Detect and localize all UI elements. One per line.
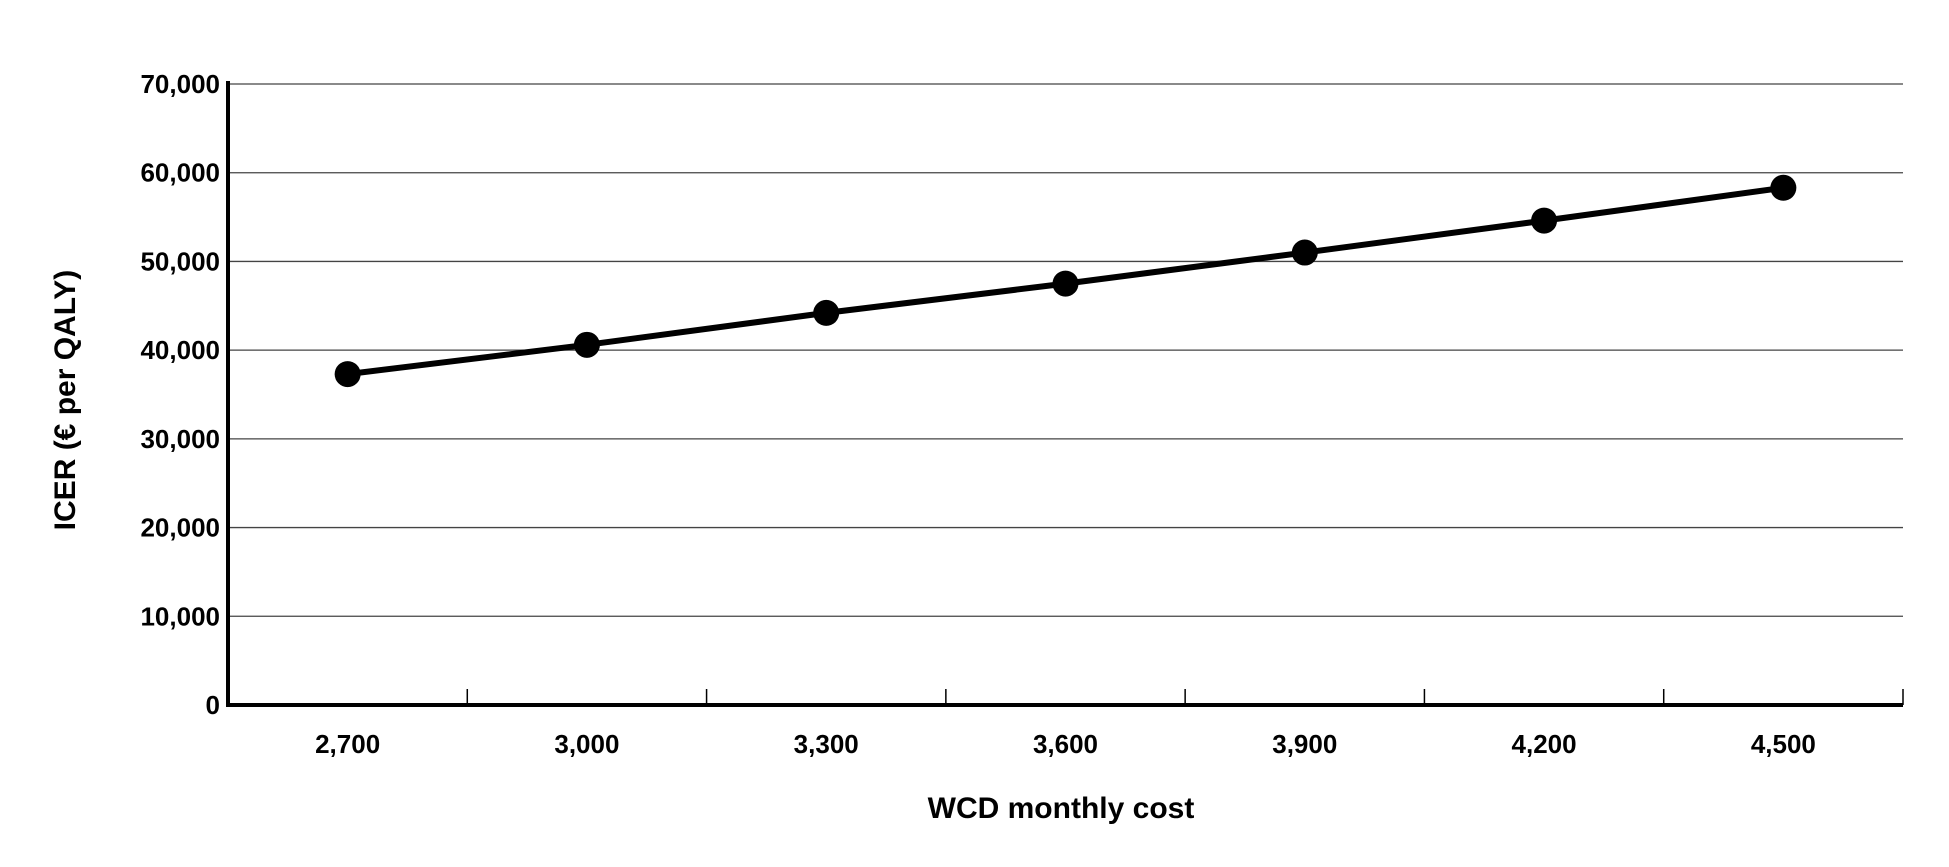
- x-tick-label: 2,700: [315, 729, 380, 759]
- gridlines: [228, 83, 1903, 617]
- axes: [226, 81, 1903, 707]
- x-tick-label: 4,200: [1512, 729, 1577, 759]
- y-axis-title: ICER (€ per QALY): [49, 270, 82, 531]
- y-tick-label: 10,000: [140, 601, 220, 631]
- x-tick-label: 3,300: [794, 729, 859, 759]
- data-point: [1531, 207, 1558, 234]
- x-tick-label: 4,500: [1751, 729, 1816, 759]
- y-tick-label: 30,000: [140, 424, 220, 454]
- y-tick-label: 60,000: [140, 158, 220, 188]
- x-axis-ticks: 2,700 3,000 3,300 3,600 3,900 4,200 4,500: [315, 689, 1904, 759]
- y-tick-label: 50,000: [140, 246, 220, 276]
- y-axis-ticks: 0 10,000 20,000 30,000 40,000 50,000 60,000 70,…: [140, 69, 220, 720]
- x-axis-title: WCD monthly cost: [928, 792, 1195, 825]
- y-tick-label: 20,000: [140, 513, 220, 543]
- data-point: [1291, 239, 1318, 266]
- data-point: [813, 299, 840, 326]
- data-series: [334, 174, 1797, 388]
- data-point: [1052, 270, 1079, 297]
- x-tick-label: 3,900: [1272, 729, 1337, 759]
- x-tick-label: 3,600: [1033, 729, 1098, 759]
- data-point: [573, 331, 600, 358]
- data-point: [334, 361, 361, 388]
- y-tick-label: 40,000: [140, 335, 220, 365]
- y-tick-label: 70,000: [140, 69, 220, 99]
- x-tick-label: 3,000: [554, 729, 619, 759]
- data-point: [1770, 174, 1797, 201]
- y-tick-label: 0: [206, 690, 220, 720]
